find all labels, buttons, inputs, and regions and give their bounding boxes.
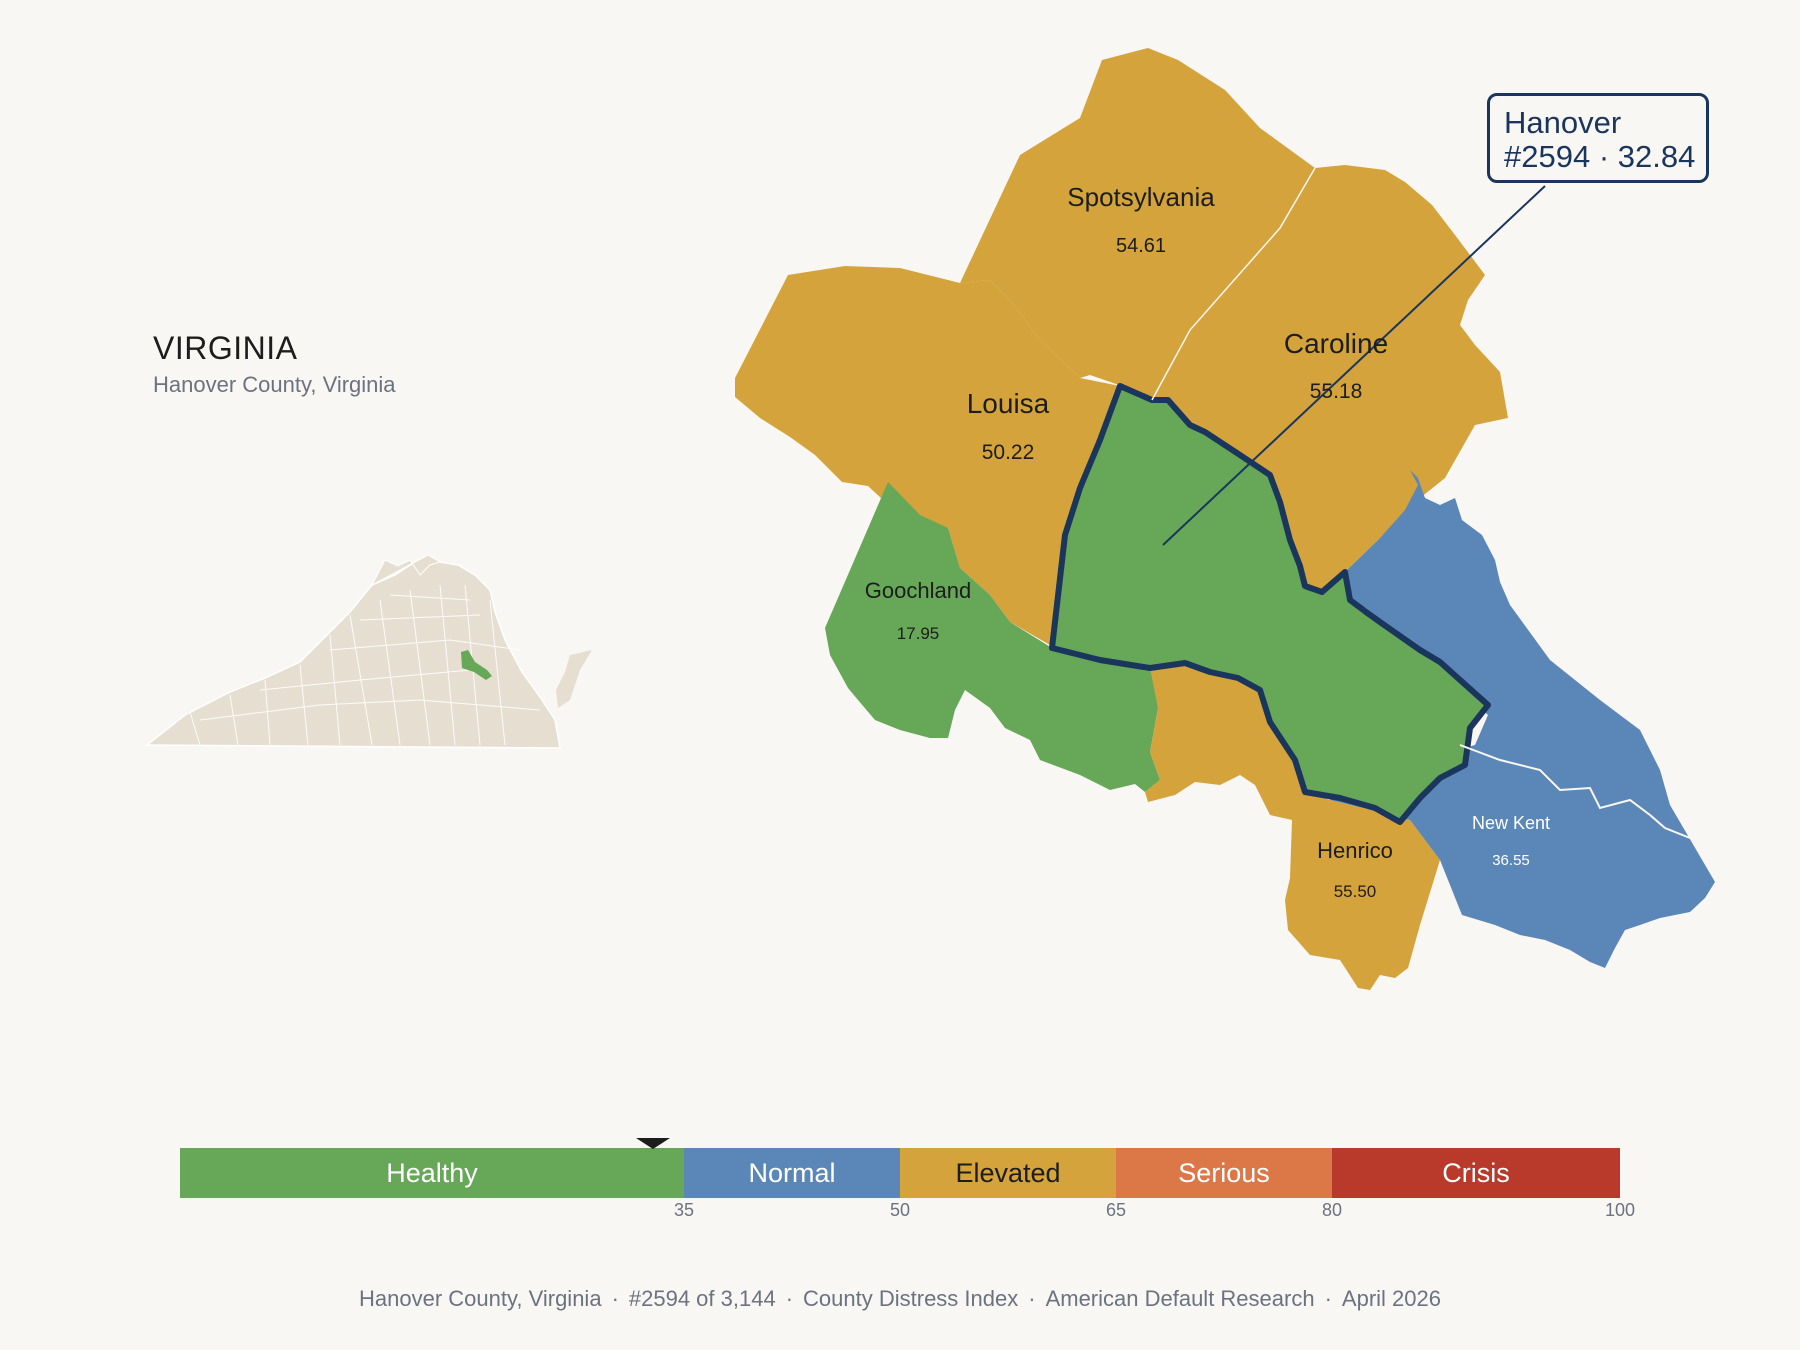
- callout-detail: #2594 · 32.84: [1504, 139, 1696, 174]
- label-goochland-name: Goochland: [865, 578, 971, 603]
- scale-segment-crisis: Crisis: [1332, 1148, 1620, 1198]
- label-caroline-name: Caroline: [1284, 328, 1388, 359]
- footer-county: Hanover County, Virginia: [359, 1286, 602, 1311]
- county-hanover: [1049, 383, 1491, 825]
- scale-tick-label: 50: [889, 1200, 911, 1220]
- label-goochland-value: 17.95: [897, 624, 940, 643]
- footer-date: April 2026: [1341, 1286, 1441, 1311]
- label-caroline-value: 55.18: [1310, 380, 1363, 403]
- eastern-shore-shape: [556, 650, 592, 708]
- footer: Hanover County, Virginia · #2594 of 3,144 ·…: [359, 1286, 1441, 1311]
- footer-source: American Default Research: [1045, 1286, 1315, 1311]
- state-title: VIRGINIA: [153, 330, 298, 366]
- county-goochland: [825, 482, 1160, 792]
- footer-rank: #2594 of 3,144: [628, 1286, 776, 1311]
- label-henrico-value: 55.50: [1334, 882, 1377, 901]
- virginia-inset-map: [144, 554, 592, 749]
- virginia-north-region: [370, 554, 442, 587]
- distress-scale-bar: Healthy Normal Elevated Serious Crisis: [180, 1148, 1620, 1198]
- scale-tick-label: 80: [1321, 1200, 1343, 1220]
- label-henrico-name: Henrico: [1317, 838, 1393, 863]
- label-new-kent-name: New Kent: [1472, 813, 1550, 833]
- scale-tick-label: 100: [1604, 1200, 1636, 1220]
- scale-marker: [635, 1138, 670, 1149]
- label-new-kent-value: 36.55: [1492, 852, 1530, 869]
- label-louisa-name: Louisa: [967, 388, 1050, 419]
- label-spotsylvania-value: 54.61: [1116, 235, 1166, 257]
- county-shapes: [735, 48, 1715, 990]
- label-spotsylvania-name: Spotsylvania: [1067, 182, 1215, 212]
- callout-leader-line: [1162, 185, 1546, 546]
- state-subtitle: Hanover County, Virginia: [153, 372, 396, 397]
- callout-county-name: Hanover: [1504, 105, 1622, 140]
- scale-segment-normal: Normal: [684, 1148, 900, 1198]
- footer-index: County Distress Index: [803, 1286, 1019, 1311]
- spotsylvania-caroline-border: [1151, 167, 1316, 401]
- scale-segment-elevated: Elevated: [900, 1148, 1116, 1198]
- scale-tick-label: 65: [1105, 1200, 1127, 1220]
- county-labels: Spotsylvania 54.61 Caroline 55.18 Louisa…: [865, 182, 1550, 901]
- hanover-callout: Hanover #2594 · 32.84: [1487, 93, 1709, 183]
- new-kent-river: [1459, 744, 1691, 839]
- label-louisa-value: 50.22: [982, 441, 1035, 464]
- county-louisa: [735, 266, 1120, 645]
- county-spotsylvania: [960, 48, 1315, 400]
- scale-segment-healthy: Healthy: [180, 1148, 684, 1198]
- hanover-inset-highlight: [461, 650, 492, 680]
- county-new-kent: [1330, 470, 1715, 968]
- county-henrico: [1145, 663, 1440, 990]
- scale-tick-label: 35: [673, 1200, 695, 1220]
- scale-segment-serious: Serious: [1116, 1148, 1332, 1198]
